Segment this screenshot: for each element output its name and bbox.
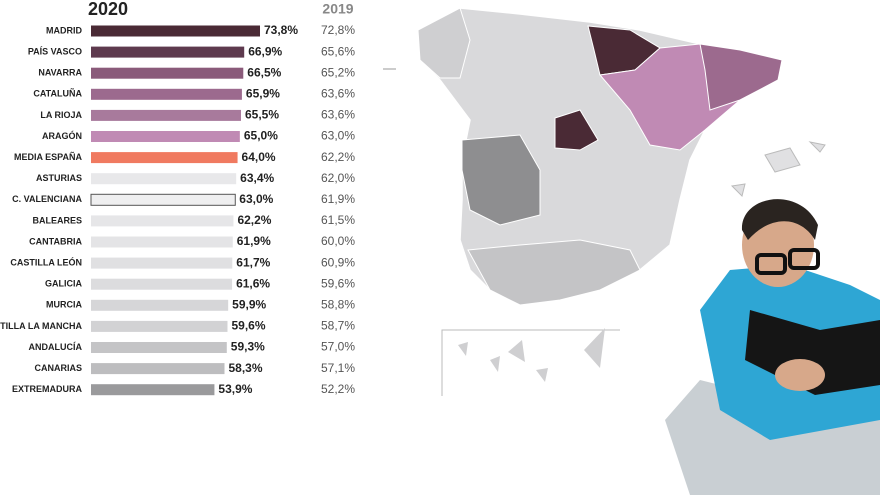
year-header: 2019 xyxy=(322,1,353,17)
hair xyxy=(741,199,818,240)
bar xyxy=(91,236,233,248)
category-label: MEDIA ESPAÑA xyxy=(14,152,83,162)
region xyxy=(467,239,641,306)
previous-year-value: 60,9% xyxy=(321,255,355,269)
previous-year-value: 72,8% xyxy=(321,23,355,37)
previous-year-value: 63,6% xyxy=(321,86,355,100)
value-label: 65,9% xyxy=(246,86,280,100)
value-label: 63,4% xyxy=(240,171,274,185)
previous-year-value: 60,0% xyxy=(321,234,355,248)
bar xyxy=(91,46,245,58)
bar xyxy=(91,215,234,227)
bar xyxy=(91,384,215,396)
islands xyxy=(458,328,605,382)
region xyxy=(461,134,541,226)
category-label: CANARIAS xyxy=(34,363,82,373)
previous-year-value: 65,2% xyxy=(321,65,355,79)
bars: MADRID 73,8% 72,8% PAÍS VASCO 66,9% 65,6% NAVA… xyxy=(0,23,355,396)
category-label: ARAGÓN xyxy=(42,130,82,141)
bar xyxy=(91,152,238,164)
category-label: ASTURIAS xyxy=(36,173,82,183)
category-label: BALEARES xyxy=(32,215,82,225)
previous-year-value: 65,6% xyxy=(321,44,355,58)
previous-year-value: 62,0% xyxy=(321,171,355,185)
bar xyxy=(91,320,228,332)
previous-year-value: 59,6% xyxy=(321,276,355,290)
bar xyxy=(91,88,242,100)
previous-year-value: 57,1% xyxy=(321,361,355,375)
bar xyxy=(91,131,240,142)
value-label: 66,9% xyxy=(248,44,282,58)
bar xyxy=(91,173,237,185)
bar xyxy=(91,278,233,290)
bar xyxy=(91,67,244,79)
previous-year-value: 61,9% xyxy=(321,192,355,206)
bar xyxy=(90,193,236,206)
previous-year-value: 63,0% xyxy=(321,129,355,143)
reader-photo xyxy=(665,199,880,495)
category-label: CANTABRIA xyxy=(29,236,82,246)
category-label: C. VALENCIANA xyxy=(12,194,82,204)
category-label: ANDALUCÍA xyxy=(29,342,83,352)
previous-year-value: 57,0% xyxy=(321,340,355,354)
bar xyxy=(91,25,261,37)
previous-year-value: 58,8% xyxy=(321,297,355,311)
glasses xyxy=(755,253,787,275)
category-label: MURCIA xyxy=(46,300,82,310)
value-label: 62,2% xyxy=(237,213,271,227)
value-label: 65,5% xyxy=(245,108,279,122)
category-label: MADRID xyxy=(46,25,82,35)
category-label: CASTILLA LA MANCHA xyxy=(0,321,82,331)
value-label: 59,3% xyxy=(231,340,265,354)
glasses xyxy=(788,248,820,270)
value-label: 65,0% xyxy=(244,129,278,143)
value-label: 53,9% xyxy=(218,382,252,396)
category-label: CATALUÑA xyxy=(33,89,82,99)
region xyxy=(699,43,783,111)
region xyxy=(417,7,471,79)
value-label: 64,0% xyxy=(242,150,276,164)
bar xyxy=(91,299,229,311)
value-label: 61,7% xyxy=(236,255,270,269)
category-label: NAVARRA xyxy=(38,68,82,78)
value-label: 73,8% xyxy=(264,23,298,37)
value-label: 63,0% xyxy=(239,192,273,206)
bar xyxy=(91,363,225,375)
previous-year-value: 62,2% xyxy=(321,150,355,164)
region xyxy=(554,109,599,151)
value-label: 59,9% xyxy=(232,297,266,311)
map xyxy=(383,7,826,396)
year-header: 2020 xyxy=(88,0,128,19)
previous-year-value: 58,7% xyxy=(321,319,355,333)
previous-year-value: 63,6% xyxy=(321,108,355,122)
category-label: PAÍS VASCO xyxy=(28,46,82,56)
category-label: LA RIOJA xyxy=(40,110,82,120)
value-label: 61,6% xyxy=(236,276,270,290)
bar xyxy=(91,342,227,353)
value-label: 66,5% xyxy=(247,65,281,79)
category-label: CASTILLA LEÓN xyxy=(10,256,82,267)
previous-year-value: 61,5% xyxy=(321,213,355,227)
islands xyxy=(730,141,826,197)
category-label: GALICIA xyxy=(45,279,82,289)
hand xyxy=(775,359,825,391)
value-label: 59,6% xyxy=(231,319,265,333)
previous-year-value: 52,2% xyxy=(321,382,355,396)
value-label: 58,3% xyxy=(229,361,263,375)
bar xyxy=(91,257,233,269)
category-label: EXTREMADURA xyxy=(12,384,83,394)
bar xyxy=(91,109,241,121)
value-label: 61,9% xyxy=(237,234,271,248)
canarias-frame xyxy=(441,329,620,396)
